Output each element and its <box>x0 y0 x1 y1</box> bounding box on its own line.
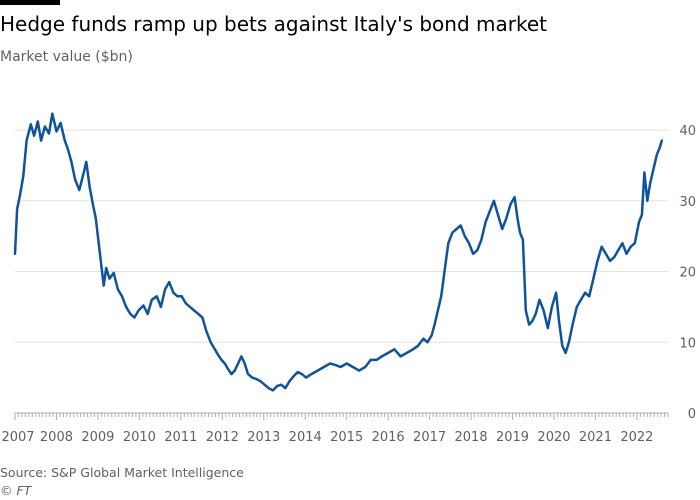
y-tick-label: 40 <box>679 124 696 139</box>
y-tick-label: 0 <box>688 407 696 422</box>
x-tick-label: 2008 <box>40 430 73 445</box>
chart-title: Hedge funds ramp up bets against Italy's… <box>0 12 547 36</box>
x-tick-label: 2017 <box>413 430 446 445</box>
x-tick-label: 2016 <box>372 430 405 445</box>
x-tick-label: 2013 <box>247 430 280 445</box>
chart-subtitle: Market value ($bn) <box>0 49 133 65</box>
y-tick-label: 20 <box>679 266 696 281</box>
series-group <box>13 112 664 392</box>
x-tick-label: 2018 <box>455 430 488 445</box>
y-tick-label: 10 <box>679 336 696 351</box>
copyright-note: © FT <box>0 483 32 498</box>
x-tick-label: 2021 <box>579 430 612 445</box>
ft-brand-bar <box>0 0 60 5</box>
x-tick-label: 2009 <box>81 430 114 445</box>
x-tick-label: 2015 <box>330 430 363 445</box>
x-tick-label: 2020 <box>537 430 570 445</box>
x-tick-label: 2011 <box>164 430 197 445</box>
x-tick-label: 2007 <box>1 430 34 445</box>
source-note: Source: S&P Global Market Intelligence <box>0 465 244 480</box>
x-tick-label: 2014 <box>289 430 322 445</box>
x-tick-label: 2019 <box>496 430 529 445</box>
y-axis-tick-labels: 0 10 20 30 40 <box>679 124 696 422</box>
x-tick-label: 2022 <box>620 430 653 445</box>
y-tick-label: 30 <box>679 195 696 210</box>
series-line-market-value <box>13 112 664 392</box>
gridlines <box>15 129 668 414</box>
x-tick-label: 2012 <box>206 430 239 445</box>
x-axis-ticks: 2007 2008 2009 2010 2011 2012 2013 2014 2015 2016… <box>1 413 669 445</box>
x-tick-label: 2010 <box>123 430 156 445</box>
